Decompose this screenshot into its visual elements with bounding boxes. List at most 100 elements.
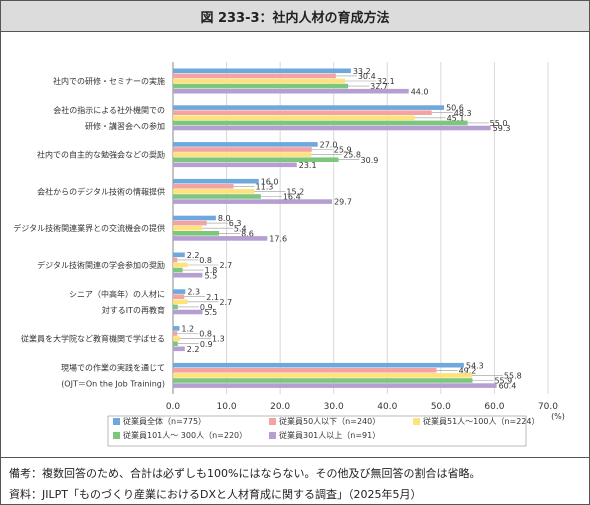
bar	[173, 194, 261, 199]
x-tick-label: 20.0	[270, 402, 290, 412]
bar	[173, 184, 234, 189]
bar	[173, 236, 268, 241]
bar	[173, 147, 312, 152]
data-label: 25.9	[334, 146, 352, 155]
data-label: 25.8	[343, 151, 361, 160]
data-label: 16.4	[283, 193, 301, 202]
bar	[173, 142, 318, 147]
data-label: 1.2	[181, 325, 194, 334]
data-label: 54.3	[466, 361, 484, 370]
data-label: 55.8	[504, 372, 522, 381]
note-source: 資料：JILPT「ものづくり産業におけるDXと人材育成に関する調査」（2025年…	[9, 488, 422, 501]
data-label: 16.0	[261, 177, 279, 186]
x-tick-label: 60.0	[484, 402, 504, 412]
bar	[173, 299, 188, 305]
data-label: 33.2	[353, 67, 371, 76]
x-unit-label: (%)	[551, 412, 565, 421]
bar	[173, 304, 178, 310]
data-label: 2.3	[187, 288, 200, 297]
category-label: 会社からのデジタル技術の情報提供	[37, 186, 165, 196]
data-label: 0.9	[200, 340, 213, 349]
data-label: 29.7	[334, 198, 352, 207]
data-label: 59.3	[493, 124, 511, 133]
bar	[173, 88, 409, 94]
bar	[173, 115, 415, 121]
data-label: 55.0	[490, 119, 508, 128]
data-label: 2.1	[206, 293, 219, 302]
bar	[173, 252, 185, 258]
note-remarks: 備考：複数回答のため、合計は必ずしも100%にはならない。その他及び無回答の割合…	[9, 467, 481, 480]
data-label: 6.3	[229, 219, 242, 228]
data-label: 48.3	[454, 109, 472, 118]
bar	[173, 68, 351, 74]
data-label: 2.7	[219, 261, 232, 270]
legend-swatch	[269, 418, 276, 425]
bar	[173, 215, 216, 221]
legend-label: 従業員101人〜 300人（n=220）	[123, 430, 247, 440]
data-label: 1.8	[205, 266, 218, 275]
x-tick-label: 10.0	[217, 402, 237, 412]
bar	[173, 373, 472, 378]
category-label: 従業員を大学院など教育機関で学ばせる	[21, 334, 165, 344]
figure-title: 図 233-3：社内人材の育成方法	[1, 1, 589, 32]
bar	[173, 225, 202, 231]
data-label: 32.1	[377, 77, 395, 86]
data-label: 60.4	[499, 382, 517, 391]
data-label: 50.6	[446, 104, 464, 113]
bar	[173, 83, 349, 89]
legend-label: 従業員全体（n=775）	[123, 416, 206, 426]
bar	[173, 262, 188, 268]
data-label: 15.2	[286, 188, 304, 197]
bar	[173, 336, 180, 341]
bar	[173, 368, 437, 373]
category-label: 対するITの再教育	[102, 305, 165, 315]
bar	[173, 326, 180, 331]
data-label: 55.9	[494, 377, 512, 386]
data-label: 11.3	[256, 182, 274, 191]
data-label: 49.2	[459, 366, 477, 375]
category-label: デジタル技術関連業界との交流機会の提供	[13, 223, 165, 233]
bar	[173, 157, 339, 162]
data-label: 30.4	[358, 72, 376, 81]
category-label: 社内での研修・セミナーの実施	[53, 76, 165, 86]
bar	[173, 383, 497, 388]
legend-label: 従業員51人〜100人（n=224）	[423, 416, 540, 426]
data-label: 17.6	[269, 235, 287, 244]
data-label: 2.2	[187, 251, 200, 260]
category-label: 現場での作業の実践を通じて	[61, 362, 165, 372]
bar	[173, 125, 491, 131]
bar	[173, 178, 259, 184]
bar-chart: 0.0 10.0 20.0 30.0 40.0 50.0 60.0 70.0(%) 社内での研修…	[13, 62, 565, 447]
chart-area: 0.0 10.0 20.0 30.0 40.0 50.0 60.0 70.0 (%) 社内での研修…	[1, 32, 589, 456]
legend-swatch	[113, 418, 120, 425]
x-tick-label: 70.0	[538, 402, 558, 412]
x-tick-label: 0.0	[166, 402, 181, 412]
bar	[173, 267, 183, 273]
data-label: 45.1	[447, 114, 465, 123]
category-label: (OJT＝On the Job Training)	[61, 379, 165, 388]
bar	[173, 152, 312, 157]
notes-section: 備考：複数回答のため、合計は必ずしも100%にはならない。その他及び無回答の割合…	[1, 457, 589, 505]
bar	[173, 289, 186, 294]
legend-box	[107, 415, 527, 447]
bar	[173, 220, 207, 226]
bar	[173, 78, 345, 84]
data-label: 8.0	[218, 214, 231, 223]
category-label: 会社の指示による社外機関での	[53, 105, 165, 115]
data-label: 0.8	[199, 330, 212, 339]
data-label: 2.7	[219, 298, 232, 307]
data-label: 8.6	[241, 229, 254, 238]
legend-label: 従業員301人以上（n=91）	[279, 430, 380, 440]
data-label: 44.0	[411, 87, 429, 96]
bar	[173, 73, 336, 79]
bar	[173, 346, 185, 352]
bar	[173, 309, 203, 315]
bar	[173, 162, 297, 168]
bar	[173, 294, 185, 299]
data-label: 5.5	[204, 308, 217, 317]
x-tick-label: 40.0	[377, 402, 397, 412]
bar	[173, 362, 464, 368]
data-label: 5.4	[234, 224, 247, 233]
legend-swatch	[269, 432, 276, 439]
